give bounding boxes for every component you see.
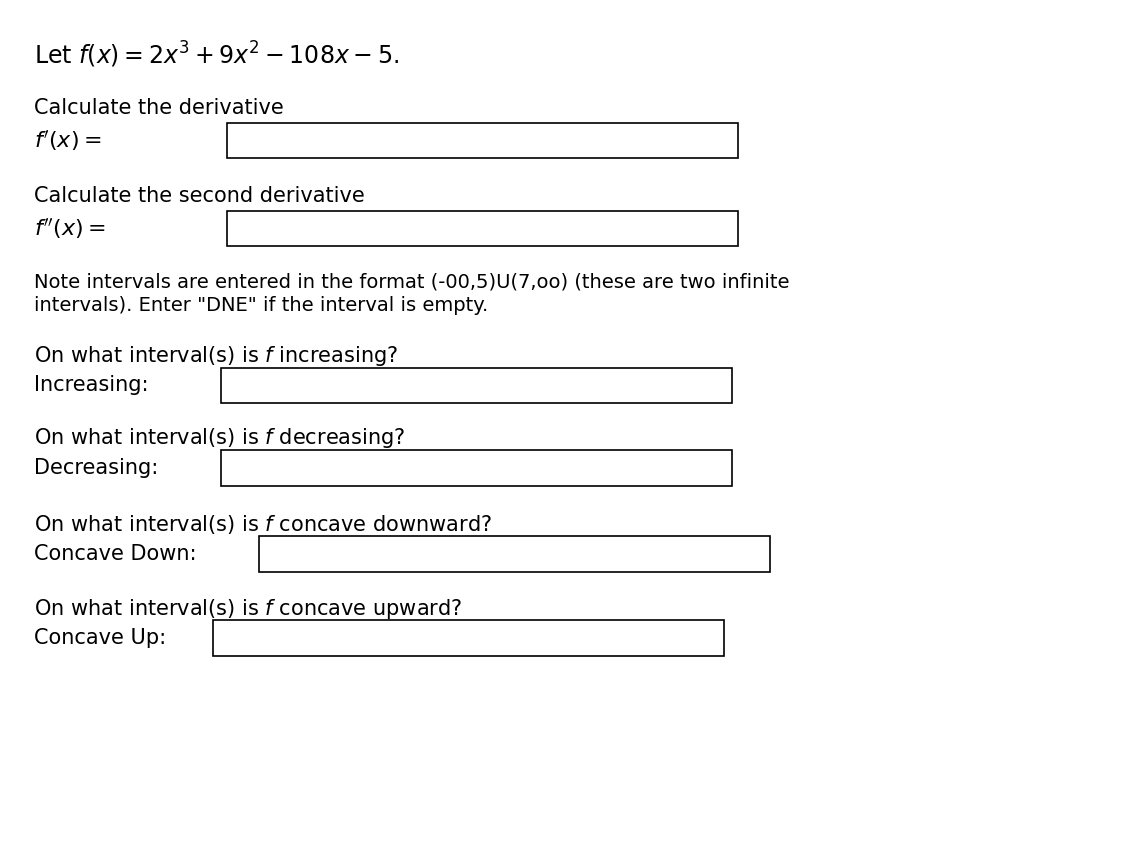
Text: Concave Up:: Concave Up: (34, 628, 166, 648)
FancyBboxPatch shape (221, 368, 732, 403)
Text: intervals). Enter "DNE" if the interval is empty.: intervals). Enter "DNE" if the interval … (34, 296, 488, 314)
FancyBboxPatch shape (213, 620, 724, 656)
FancyBboxPatch shape (227, 211, 738, 246)
Text: Let $f(x) = 2x^3 + 9x^2 - 108x - 5.$: Let $f(x) = 2x^3 + 9x^2 - 108x - 5.$ (34, 40, 400, 70)
Text: On what interval(s) is $f$ increasing?: On what interval(s) is $f$ increasing? (34, 344, 398, 368)
Text: $f'(x) =$: $f'(x) =$ (34, 128, 101, 153)
Text: On what interval(s) is $f$ decreasing?: On what interval(s) is $f$ decreasing? (34, 427, 405, 450)
Text: Decreasing:: Decreasing: (34, 458, 158, 478)
Text: Increasing:: Increasing: (34, 375, 149, 395)
Text: Note intervals are entered in the format (-00,5)U(7,oo) (these are two infinite: Note intervals are entered in the format… (34, 273, 790, 292)
Text: $f''(x) =$: $f''(x) =$ (34, 216, 106, 241)
Text: On what interval(s) is $f$ concave downward?: On what interval(s) is $f$ concave downw… (34, 513, 493, 536)
FancyBboxPatch shape (221, 450, 732, 486)
Text: Calculate the derivative: Calculate the derivative (34, 98, 284, 118)
Text: Concave Down:: Concave Down: (34, 544, 196, 564)
Text: On what interval(s) is $f$ concave upward?: On what interval(s) is $f$ concave upwar… (34, 597, 462, 620)
FancyBboxPatch shape (259, 536, 770, 572)
Text: Calculate the second derivative: Calculate the second derivative (34, 185, 364, 206)
FancyBboxPatch shape (227, 123, 738, 158)
